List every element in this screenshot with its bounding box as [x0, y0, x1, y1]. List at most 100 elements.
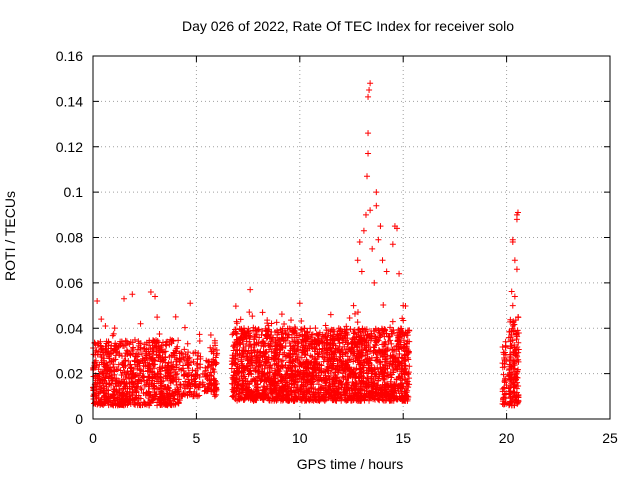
data-point [122, 337, 129, 344]
data-point [126, 393, 133, 400]
data-point [394, 338, 401, 345]
data-point [279, 375, 286, 382]
data-point [184, 353, 191, 360]
data-point [506, 388, 513, 395]
data-point [515, 346, 522, 353]
data-point [396, 350, 403, 357]
data-point [245, 325, 252, 332]
data-point [393, 225, 400, 232]
data-point [188, 359, 195, 366]
data-point [239, 360, 246, 367]
data-point [234, 347, 241, 354]
data-point [207, 332, 214, 339]
data-point [500, 371, 507, 378]
data-point [298, 397, 305, 404]
data-point [314, 353, 321, 360]
y-tick-label: 0.02 [56, 366, 83, 382]
data-point [351, 310, 358, 317]
data-point [149, 342, 156, 349]
data-point [165, 393, 172, 400]
data-marks [90, 80, 522, 409]
data-point [156, 396, 163, 403]
data-point [277, 326, 284, 333]
data-point [360, 227, 367, 234]
data-point [210, 366, 217, 373]
data-point [400, 337, 407, 344]
data-point [514, 333, 521, 340]
data-point [384, 370, 391, 377]
data-point [362, 339, 369, 346]
data-point [242, 387, 249, 394]
data-point [383, 268, 390, 275]
data-point [256, 357, 263, 364]
data-point [507, 371, 514, 378]
data-point [506, 367, 513, 374]
data-point [371, 365, 378, 372]
data-point [186, 362, 193, 369]
data-point [184, 358, 191, 365]
data-point [507, 354, 514, 361]
data-point [370, 376, 377, 383]
data-point [232, 396, 239, 403]
data-point [156, 373, 163, 380]
data-point [258, 342, 265, 349]
data-point [298, 362, 305, 369]
data-point [509, 302, 516, 309]
data-point [158, 388, 165, 395]
data-point [393, 342, 400, 349]
data-point [265, 393, 272, 400]
data-point [388, 374, 395, 381]
data-point [379, 394, 386, 401]
data-point [371, 344, 378, 351]
data-point [205, 363, 212, 370]
data-point [284, 371, 291, 378]
data-point [346, 356, 353, 363]
data-point [265, 376, 272, 383]
data-point [406, 363, 413, 370]
data-point [397, 341, 404, 348]
data-point [341, 388, 348, 395]
data-point [130, 344, 137, 351]
data-point [336, 389, 343, 396]
data-point [128, 347, 135, 354]
data-point [122, 383, 129, 390]
x-tick-label: 15 [395, 430, 411, 446]
data-point [353, 365, 360, 372]
data-point [168, 359, 175, 366]
data-point [327, 311, 334, 318]
data-point [98, 316, 105, 323]
data-point [229, 393, 236, 400]
data-point [103, 345, 110, 352]
y-tick-label: 0 [75, 411, 83, 427]
data-point [252, 382, 259, 389]
data-point [338, 394, 345, 401]
data-point [137, 367, 144, 374]
data-point [382, 388, 389, 395]
data-point [259, 354, 266, 361]
data-point [174, 370, 181, 377]
data-point [342, 390, 349, 397]
data-point [170, 349, 177, 356]
data-point [169, 337, 176, 344]
data-point [298, 339, 305, 346]
data-point [308, 385, 315, 392]
data-point [389, 346, 396, 353]
data-point [100, 387, 107, 394]
data-point [356, 334, 363, 341]
data-point [365, 150, 372, 157]
data-point [135, 338, 142, 345]
data-point [367, 364, 374, 371]
data-point [389, 397, 396, 404]
data-point [325, 384, 332, 391]
data-point [234, 363, 241, 370]
data-point [242, 333, 249, 340]
data-point [236, 340, 243, 347]
data-point [286, 339, 293, 346]
data-point [399, 315, 406, 322]
data-point [361, 337, 368, 344]
data-point [149, 358, 156, 365]
data-point [335, 336, 342, 343]
data-point [274, 393, 281, 400]
data-point [246, 381, 253, 388]
data-point [515, 339, 522, 346]
